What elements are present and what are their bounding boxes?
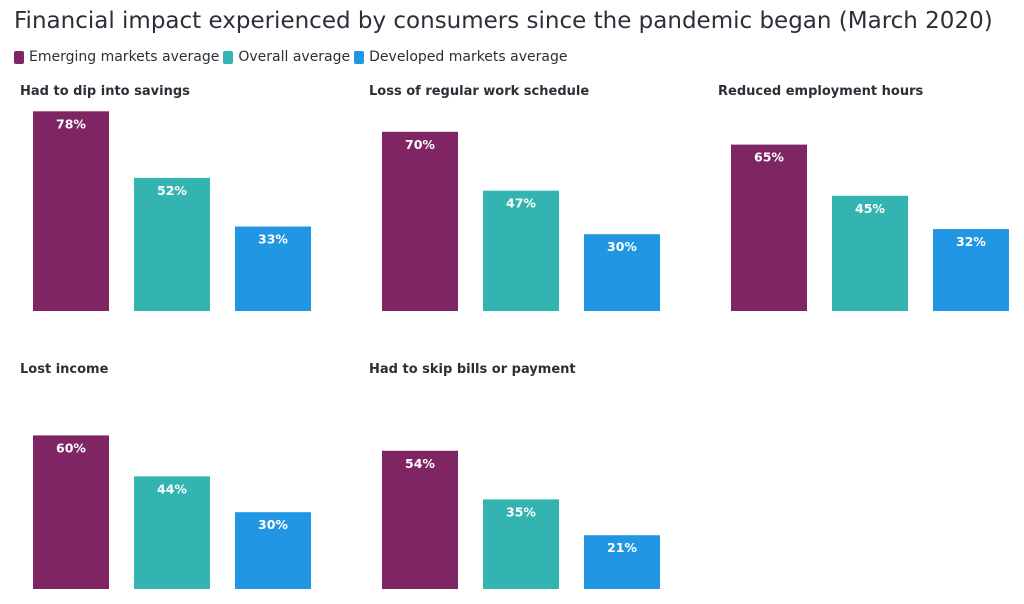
data-label-emerging: 70% [405, 137, 435, 152]
bar-developed [235, 512, 311, 589]
bar-developed [235, 226, 311, 311]
data-label-emerging: 78% [56, 116, 86, 131]
data-label-overall: 35% [506, 504, 536, 519]
data-label-emerging: 65% [754, 150, 784, 165]
bar-emerging [33, 111, 109, 311]
legend-label-developed: Developed markets average [369, 49, 568, 65]
bar-emerging [382, 450, 458, 589]
panel-title-savings: Had to dip into savings [20, 84, 190, 99]
data-label-developed: 21% [607, 540, 637, 555]
bar-chart-employment-hours: 65% 45% 32% [731, 144, 1009, 311]
panel-title-employment-hours: Reduced employment hours [718, 84, 924, 99]
bar-overall [134, 476, 210, 589]
bar-emerging [382, 131, 458, 311]
data-label-developed: 32% [956, 234, 986, 249]
bar-emerging [731, 144, 807, 311]
bar-developed [933, 229, 1009, 311]
data-label-overall: 45% [855, 201, 885, 216]
legend-swatch-emerging [14, 50, 24, 64]
legend: Emerging markets average Overall average… [14, 49, 571, 65]
panel-title-skip-bills: Had to skip bills or payment [369, 362, 576, 377]
bar-chart-work-schedule: 70% 47% 30% [382, 131, 660, 311]
data-label-developed: 33% [258, 232, 288, 247]
data-label-emerging: 54% [405, 456, 435, 471]
data-label-developed: 30% [258, 517, 288, 532]
chart-title: Financial impact experienced by consumer… [14, 8, 993, 34]
panel-savings: Had to dip into savings 78% 52% 33% [14, 84, 334, 316]
legend-item-emerging: Emerging markets average [14, 49, 219, 65]
legend-label-overall: Overall average [238, 49, 351, 65]
data-label-overall: 52% [157, 183, 187, 198]
bar-emerging [33, 435, 109, 589]
bar-overall [134, 177, 210, 311]
data-label-overall: 47% [506, 196, 536, 211]
legend-swatch-overall [223, 50, 234, 64]
bar-overall [483, 190, 559, 311]
panel-title-work-schedule: Loss of regular work schedule [369, 84, 590, 99]
data-label-developed: 30% [607, 239, 637, 254]
panel-title-lost-income: Lost income [20, 362, 109, 377]
bar-chart-savings: 78% 52% 33% [33, 111, 311, 311]
panel-skip-bills: Had to skip bills or payment 54% 35% 21% [363, 362, 683, 594]
bar-chart-skip-bills: 54% 35% 21% [382, 450, 660, 589]
legend-item-developed: Developed markets average [354, 49, 567, 65]
legend-item-overall: Overall average [223, 49, 350, 65]
panel-employment-hours: Reduced employment hours 65% 45% 32% [712, 84, 1024, 316]
data-label-overall: 44% [157, 481, 187, 496]
bar-chart-lost-income: 60% 44% 30% [33, 435, 311, 589]
legend-swatch-developed [354, 50, 365, 64]
bar-overall [832, 195, 908, 311]
panel-work-schedule: Loss of regular work schedule 70% 47% 30% [363, 84, 683, 316]
bar-overall [483, 499, 559, 589]
data-label-emerging: 60% [56, 440, 86, 455]
bar-developed [584, 234, 660, 311]
bar-developed [584, 535, 660, 589]
panel-lost-income: Lost income 60% 44% 30% [14, 362, 334, 594]
legend-label-emerging: Emerging markets average [29, 49, 220, 65]
